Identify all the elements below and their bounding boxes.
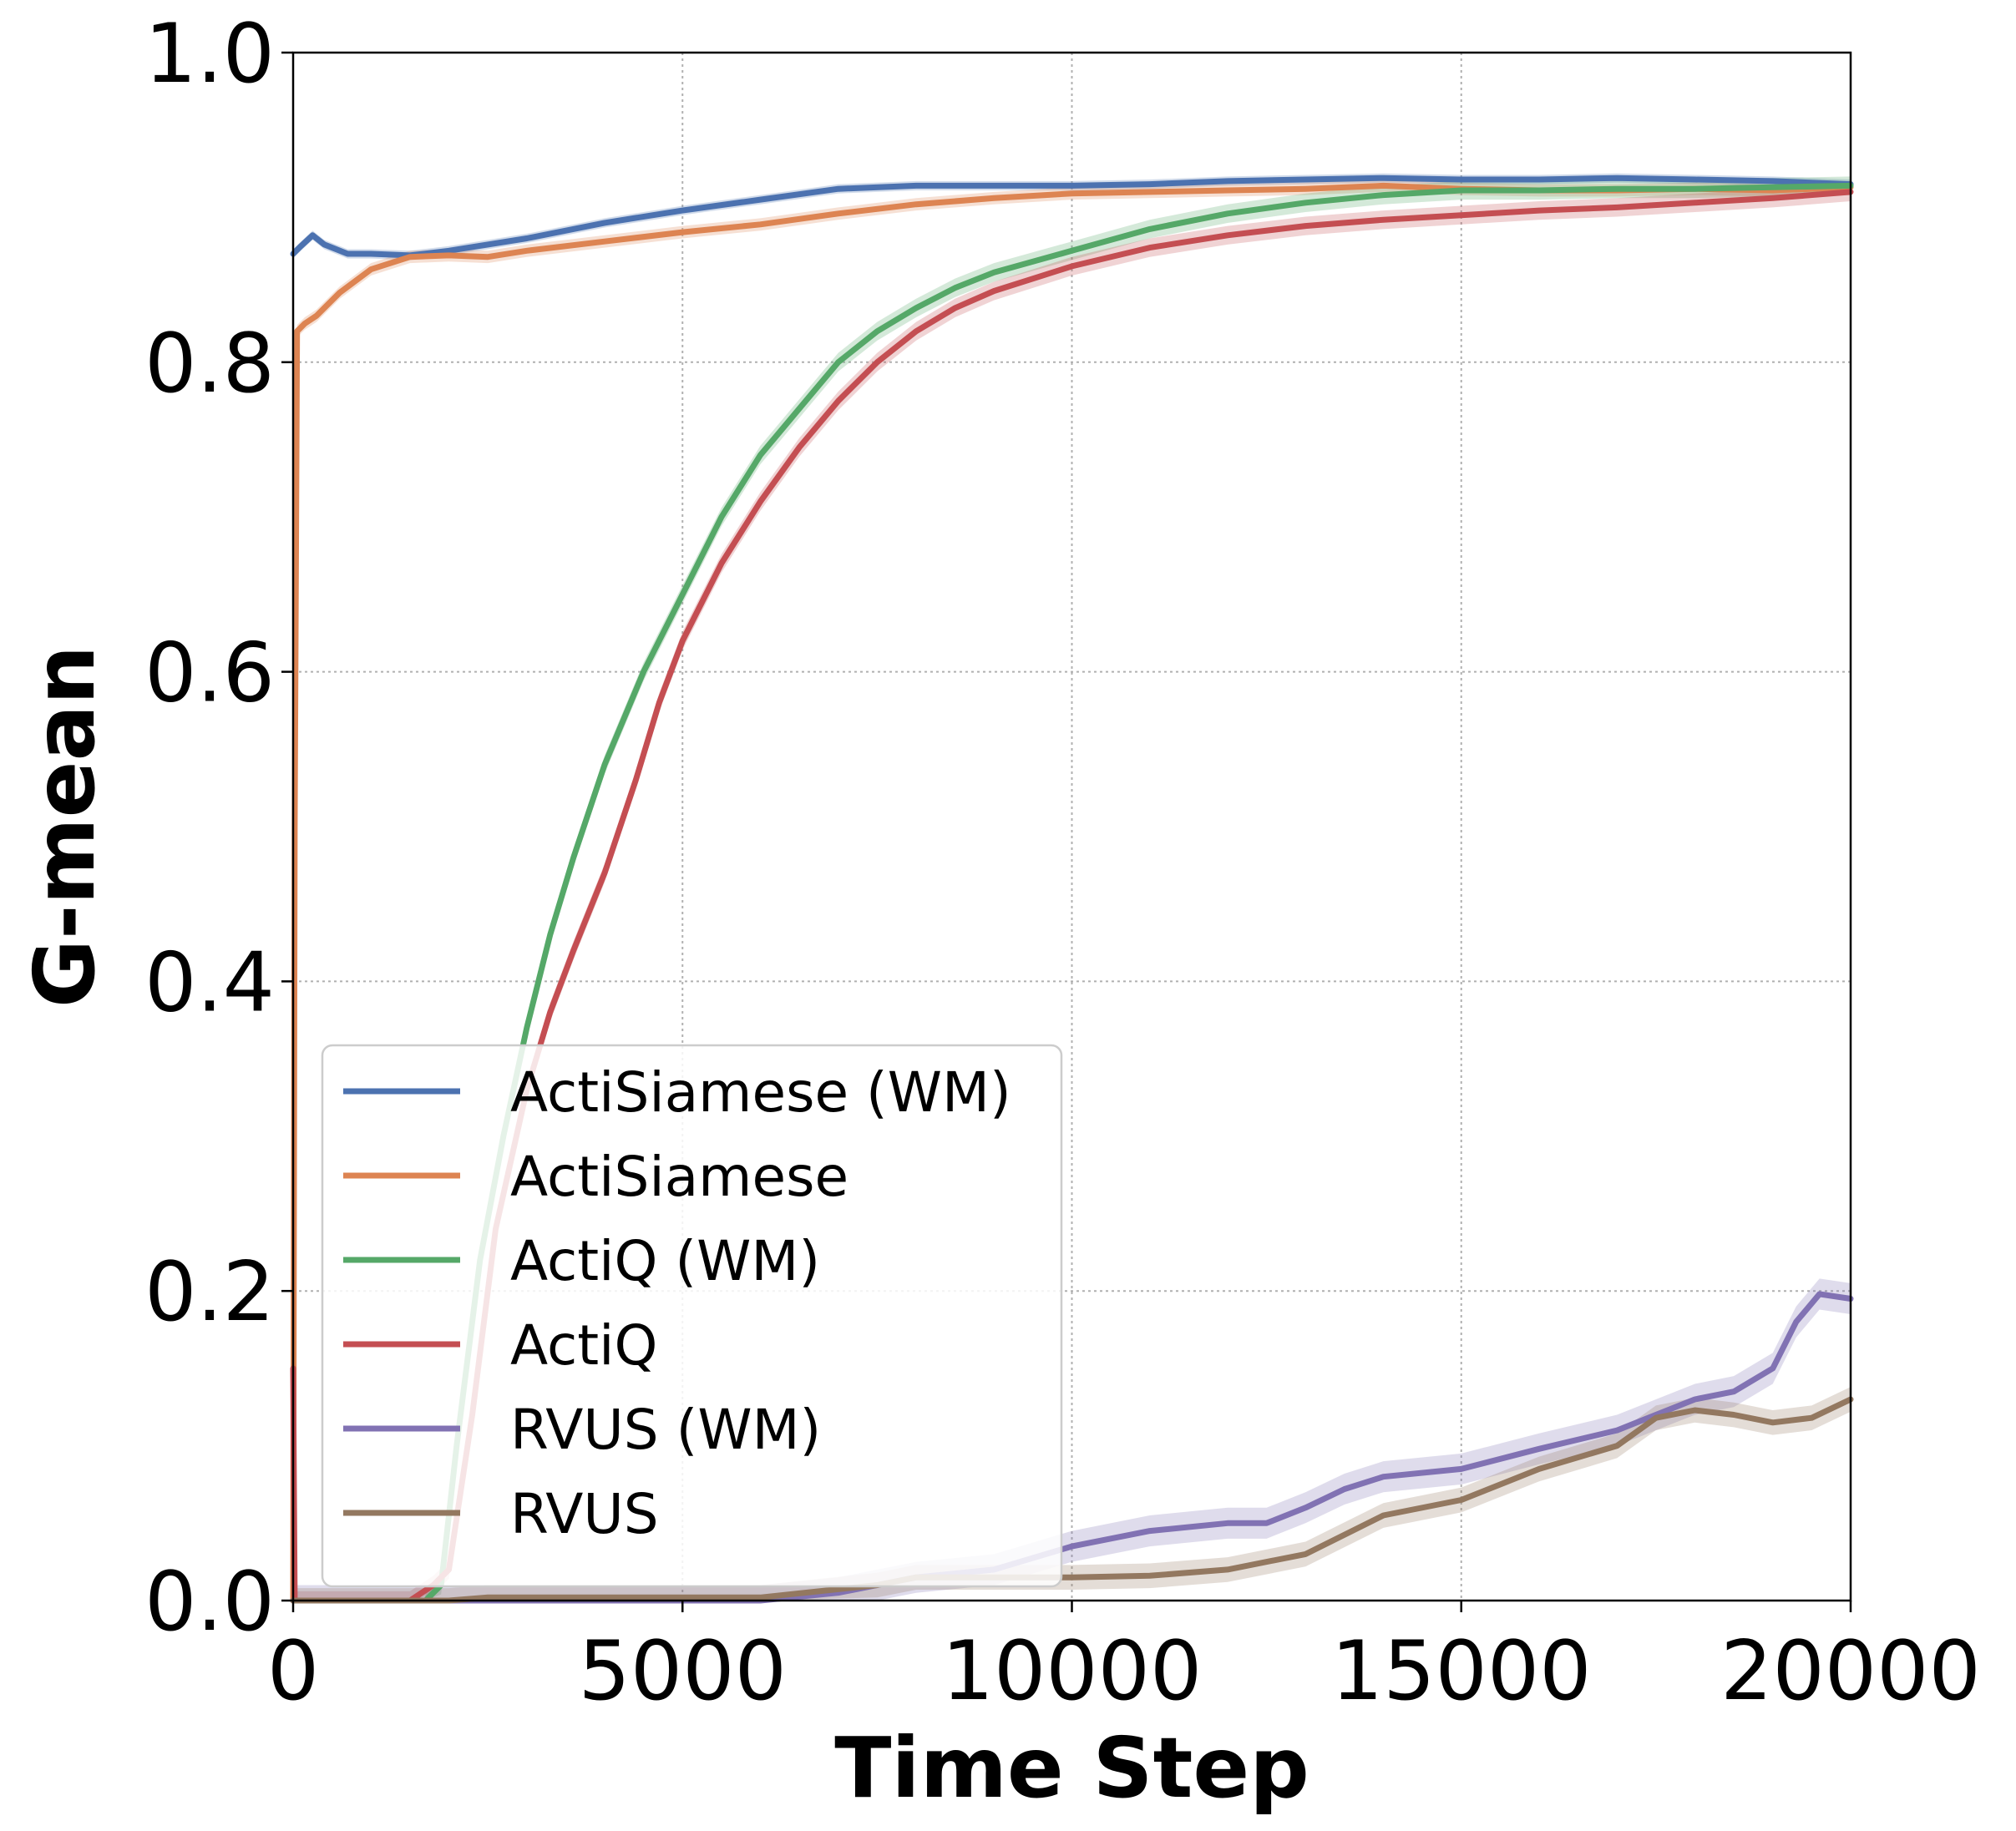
x-tick-label: 15000 [1331,1624,1592,1719]
legend: ActiSiamese (WM) ActiSiamese ActiQ (WM) Act… [321,1044,1063,1588]
x-tick-label: 20000 [1720,1624,1981,1719]
y-tick-label: 0.4 [144,935,275,1030]
y-tick-label: 0.0 [144,1555,275,1650]
x-tick-label: 10000 [942,1624,1203,1719]
series-line [290,1396,1854,1604]
y-axis-title: G-mean [16,645,114,1008]
y-tick-label: 1.0 [144,7,275,102]
y-tick-label: 0.8 [144,316,275,412]
series-band [293,1278,1851,1601]
legend-label: ActiQ [510,1313,657,1378]
x-tick-label: 5000 [579,1624,787,1719]
x-tick-label: 0 [267,1624,319,1719]
y-tick-label: 0.6 [144,626,275,721]
x-axis-title: Time Step [834,1719,1309,1817]
legend-box [321,1044,1063,1588]
legend-label: ActiSiamese [510,1145,848,1209]
legend-label: RVUS [510,1482,659,1546]
legend-label: RVUS (WM) [510,1398,821,1462]
series-line [290,175,1854,259]
y-tick-label: 0.2 [144,1245,275,1340]
axis-ticks: 0 5000 10000 15000 20000 0.0 0.2 0.4 0.6 0.8 1.0 [144,7,1981,1719]
legend-label: ActiSiamese (WM) [510,1060,1011,1125]
legend-label: ActiQ (WM) [510,1229,820,1293]
